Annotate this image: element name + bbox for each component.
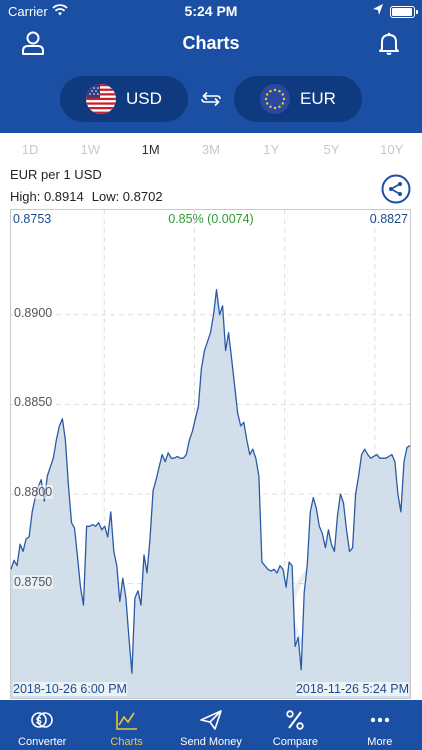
x-start-date: 2018-10-26 6:00 PM (13, 682, 127, 696)
location-icon (373, 4, 383, 15)
low-value: Low: 0.8702 (91, 189, 163, 204)
page-title: Charts (182, 33, 240, 53)
to-currency-code: EUR (300, 89, 336, 108)
y-tick-label: 0.8900 (13, 305, 54, 320)
tabbar-more[interactable]: More (338, 700, 422, 750)
tab-1w[interactable]: 1W (80, 142, 101, 157)
compare-icon (286, 710, 305, 730)
tabbar-charts[interactable]: Charts (84, 700, 168, 750)
rate-chart: xe (10, 209, 411, 699)
tab-10y[interactable]: 10Y (380, 142, 404, 157)
tabbar-converter[interactable]: $ Converter (0, 700, 84, 750)
battery-icon (390, 6, 418, 18)
tabbar-converter-label: Converter (18, 736, 67, 748)
change-label: 0.85% (0.0074) (168, 212, 254, 226)
wifi-icon (52, 4, 68, 16)
tabbar-charts-label: Charts (110, 736, 143, 748)
to-currency-button[interactable]: EUR (234, 76, 362, 122)
rate-line (10, 289, 411, 674)
rate-area (11, 289, 410, 698)
converter-icon: $ (31, 712, 54, 728)
us-flag-icon (86, 84, 116, 114)
high-value: High: 0.8914 (10, 189, 84, 204)
tab-1d[interactable]: 1D (21, 142, 39, 157)
send-money-icon (200, 710, 222, 730)
bottom-tab-bar: $ Converter Charts Send Money Compare Mo… (0, 700, 422, 750)
header: Carrier 5:24 PM Charts (0, 0, 422, 133)
tabbar-compare[interactable]: Compare (253, 700, 337, 750)
tabbar-send-money-label: Send Money (180, 736, 242, 748)
y-tick-label: 0.8750 (13, 574, 54, 589)
charts-icon (115, 711, 137, 730)
tabbar-compare-label: Compare (272, 736, 319, 748)
y-tick-label: 0.8850 (13, 395, 54, 410)
from-currency-button[interactable]: USD (60, 76, 188, 122)
swap-icon[interactable] (200, 89, 222, 109)
status-bar: Carrier 5:24 PM (0, 0, 422, 22)
x-end-date: 2018-11-26 5:24 PM (295, 682, 409, 696)
tabbar-more-label: More (367, 736, 393, 748)
rate-chart-svg: xe (10, 209, 411, 699)
eu-flag-icon (260, 84, 290, 114)
more-icon (370, 717, 390, 723)
status-time: 5:24 PM (184, 3, 238, 19)
range-tabs: 1D 1W 1M 3M 1Y 5Y 10Y (0, 133, 422, 166)
tab-1y[interactable]: 1Y (263, 142, 280, 157)
tab-1m[interactable]: 1M (141, 142, 160, 157)
svg-text:$: $ (36, 716, 42, 727)
y-tick-label: 0.8800 (13, 485, 54, 499)
carrier-label: Carrier (8, 4, 48, 19)
share-icon[interactable] (381, 174, 411, 204)
high-low-stats: High: 0.8914 Low: 0.8702 (10, 189, 163, 204)
tab-5y[interactable]: 5Y (323, 142, 340, 157)
profile-icon[interactable] (20, 30, 46, 56)
pair-label: EUR per 1 USD (10, 167, 102, 182)
tabbar-send-money[interactable]: Send Money (169, 700, 253, 750)
tab-3m[interactable]: 3M (201, 142, 220, 157)
bell-icon[interactable] (376, 30, 402, 56)
end-rate-label: 0.8827 (369, 212, 408, 226)
start-rate-label: 0.8753 (13, 212, 52, 226)
from-currency-code: USD (126, 89, 162, 108)
